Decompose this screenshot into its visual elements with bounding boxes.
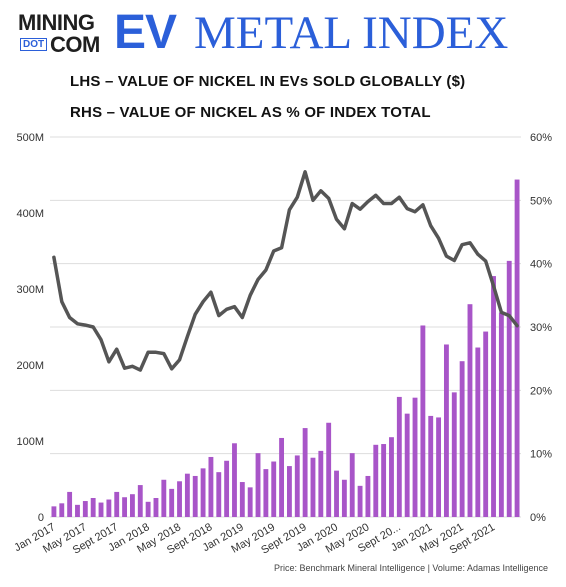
bar xyxy=(357,485,363,517)
source-footer: Price: Benchmark Mineral Intelligence | … xyxy=(274,563,548,573)
bar xyxy=(271,461,277,517)
bar xyxy=(412,397,418,517)
bar xyxy=(459,361,465,517)
right-axis-tick-label: 10% xyxy=(530,449,552,461)
bar xyxy=(247,487,253,517)
bar xyxy=(216,472,222,517)
bar xyxy=(129,494,135,517)
line-series xyxy=(52,170,519,372)
left-axis-ticks: 0 100M 200M 300M 400M 500M xyxy=(16,132,44,524)
logo-com-text: COM xyxy=(50,32,100,57)
bar xyxy=(232,443,237,517)
bar xyxy=(75,504,80,517)
logo-mining-text: MINING xyxy=(18,10,95,35)
bar xyxy=(491,276,496,517)
bar xyxy=(286,466,292,517)
bar xyxy=(310,457,316,517)
right-axis-tick-label: 50% xyxy=(530,195,552,207)
bar xyxy=(145,501,151,517)
left-axis-tick-label: 500M xyxy=(16,132,44,144)
bar xyxy=(161,479,167,517)
bar xyxy=(153,498,159,517)
bar xyxy=(255,453,261,517)
left-axis-tick-label: 400M xyxy=(16,208,44,220)
bar xyxy=(98,502,104,517)
chart-svg: 0 100M 200M 300M 400M 500M 0% 10% 20% 30% 40% 50% 6… xyxy=(12,132,552,557)
bar xyxy=(82,501,88,517)
bar xyxy=(67,491,73,517)
right-axis-tick-label: 30% xyxy=(530,322,552,334)
bar xyxy=(177,481,182,517)
bar xyxy=(279,437,285,517)
mining-com-ev-metal-index-logo: MINING DOT COM EV METAL INDEX xyxy=(14,6,554,59)
right-axis-tick-label: 20% xyxy=(530,385,552,397)
bar xyxy=(263,469,269,517)
bar xyxy=(59,503,65,517)
bar xyxy=(208,456,214,517)
gridlines xyxy=(50,136,521,518)
bar xyxy=(114,491,120,517)
bar xyxy=(349,453,355,517)
bar xyxy=(341,479,347,517)
logo-ev-text: EV xyxy=(114,6,177,59)
bar xyxy=(169,488,175,517)
right-axis-ticks: 0% 10% 20% 30% 40% 50% 60% xyxy=(530,132,552,524)
bar xyxy=(122,497,128,517)
bar xyxy=(396,396,402,517)
chart-subtitle-rhs: RHS – VALUE OF NICKEL AS % OF INDEX TOTA… xyxy=(70,104,431,121)
bar xyxy=(373,444,379,517)
chart-subtitle-lhs: LHS – VALUE OF NICKEL IN EVs SOLD GLOBAL… xyxy=(70,73,466,90)
bar xyxy=(475,347,481,517)
bar xyxy=(302,428,308,517)
bar xyxy=(381,444,387,517)
bar xyxy=(192,475,198,517)
bar xyxy=(483,331,489,517)
bar xyxy=(224,460,230,517)
bar xyxy=(184,473,190,517)
bar xyxy=(239,482,245,517)
right-axis-tick-label: 40% xyxy=(530,259,552,271)
bar xyxy=(514,179,520,517)
bar xyxy=(389,437,394,517)
bar xyxy=(326,422,332,517)
bar xyxy=(506,260,512,517)
bar xyxy=(451,392,457,517)
bar xyxy=(443,344,449,517)
bar xyxy=(365,475,371,517)
bar xyxy=(294,455,300,517)
bar xyxy=(404,413,410,517)
logo-dot-text: DOT xyxy=(20,38,48,51)
left-axis-tick-label: 200M xyxy=(16,360,44,372)
bar xyxy=(436,417,442,517)
bar xyxy=(334,470,339,517)
bar xyxy=(420,325,426,517)
left-axis-tick-label: 0 xyxy=(38,512,44,524)
bar xyxy=(90,498,96,517)
right-axis-tick-label: 60% xyxy=(530,132,552,144)
bar xyxy=(318,450,324,517)
bar xyxy=(137,485,143,517)
logo-metal-index-text: METAL INDEX xyxy=(194,7,509,59)
left-axis-tick-label: 100M xyxy=(16,436,44,448)
bar xyxy=(200,468,206,517)
bar xyxy=(106,499,112,517)
left-axis-tick-label: 300M xyxy=(16,284,44,296)
bar xyxy=(467,304,473,517)
right-axis-tick-label: 0% xyxy=(530,512,546,524)
bar xyxy=(51,506,57,517)
nickel-percent-line xyxy=(52,170,519,372)
bar xyxy=(428,415,434,517)
bar xyxy=(498,312,504,517)
bar-series xyxy=(51,179,520,517)
